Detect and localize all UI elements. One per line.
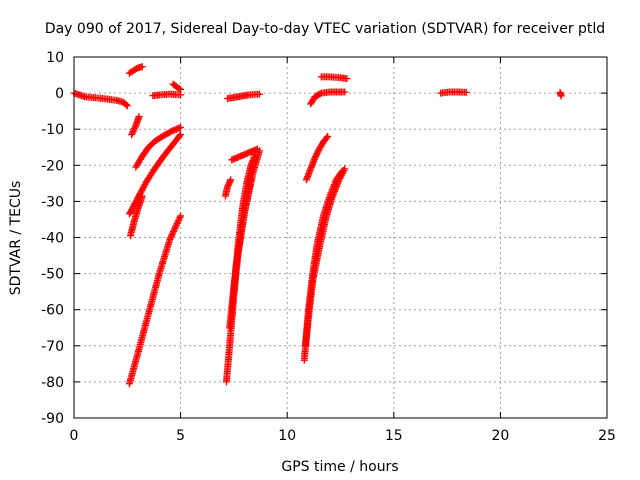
data-point	[312, 153, 320, 161]
series-1	[70, 89, 131, 110]
data-point	[173, 220, 181, 228]
data-point	[251, 150, 259, 158]
series-2	[125, 63, 146, 77]
y-tick-label: -30	[41, 194, 64, 210]
y-tick-label: 0	[55, 86, 64, 102]
data-point	[313, 150, 321, 158]
chart-title: Day 090 of 2017, Sidereal Day-to-day VTE…	[45, 21, 605, 37]
data-point	[175, 215, 183, 223]
series-4	[169, 80, 185, 93]
data-point	[167, 232, 175, 240]
series-21	[437, 88, 470, 97]
data-point	[176, 132, 184, 140]
data-point	[138, 192, 146, 200]
series-6	[132, 123, 185, 171]
data-point	[247, 176, 255, 184]
series-22	[556, 88, 565, 100]
y-tick-label: -90	[41, 411, 64, 427]
data-points	[70, 63, 565, 388]
series-17	[317, 73, 351, 83]
data-point	[255, 90, 263, 98]
y-tick-label: -20	[41, 158, 64, 174]
data-point	[557, 92, 565, 100]
data-point	[170, 226, 178, 234]
series-5	[128, 113, 143, 139]
data-point	[169, 229, 177, 237]
data-point	[341, 88, 349, 96]
data-point	[177, 131, 185, 139]
series-8	[126, 192, 146, 240]
y-tick-label: -60	[41, 303, 64, 319]
data-point	[128, 131, 136, 139]
data-point	[168, 231, 176, 239]
data-point	[175, 85, 183, 93]
data-point	[131, 123, 139, 131]
y-tick-label: -70	[41, 339, 64, 355]
series-15	[222, 176, 255, 386]
series-18	[302, 132, 332, 184]
data-point	[311, 154, 319, 162]
data-point	[339, 167, 347, 175]
data-point	[177, 123, 185, 131]
data-point	[172, 223, 180, 231]
x-tick-label: 20	[491, 428, 509, 444]
data-point	[174, 217, 182, 225]
data-point	[138, 63, 146, 71]
data-point	[312, 151, 320, 159]
series-9	[125, 212, 185, 388]
plot-frame	[73, 56, 608, 419]
grid	[74, 57, 607, 418]
y-tick-label: -80	[41, 375, 64, 391]
data-point	[316, 90, 324, 98]
data-point	[135, 113, 143, 121]
data-point	[171, 224, 179, 232]
data-point	[177, 212, 185, 220]
x-tick-label: 10	[278, 428, 296, 444]
data-point	[314, 148, 322, 156]
series-11	[221, 176, 235, 200]
data-point	[130, 126, 138, 134]
data-point	[167, 234, 175, 242]
series-10	[224, 90, 263, 103]
x-tick-label: 0	[70, 428, 79, 444]
y-tick-label: 10	[46, 50, 64, 66]
series-16	[307, 88, 349, 108]
data-point	[166, 235, 174, 243]
data-point	[169, 227, 177, 235]
data-point	[338, 168, 346, 176]
series-12	[228, 145, 261, 164]
x-tick-label: 15	[385, 428, 403, 444]
data-point	[343, 75, 351, 83]
data-point	[123, 102, 131, 110]
data-point	[128, 129, 136, 137]
x-tick-label: 25	[598, 428, 616, 444]
series-20	[301, 167, 347, 350]
data-point	[172, 221, 180, 229]
data-point	[462, 88, 470, 96]
data-point	[255, 147, 263, 155]
data-point	[130, 125, 138, 133]
data-point	[323, 134, 331, 142]
y-tick-label: -10	[41, 122, 64, 138]
data-point	[324, 132, 332, 140]
y-tick-label: -50	[41, 267, 64, 283]
data-point	[227, 176, 235, 184]
y-tick-label: -40	[41, 231, 64, 247]
x-axis-label: GPS time / hours	[281, 459, 398, 475]
data-point	[176, 213, 184, 221]
data-point	[174, 218, 182, 226]
data-point	[122, 101, 130, 109]
data-point	[177, 85, 185, 93]
data-point	[129, 128, 137, 136]
y-axis-label: SDTVAR / TECUs	[8, 181, 24, 296]
x-tick-label: 5	[176, 428, 185, 444]
